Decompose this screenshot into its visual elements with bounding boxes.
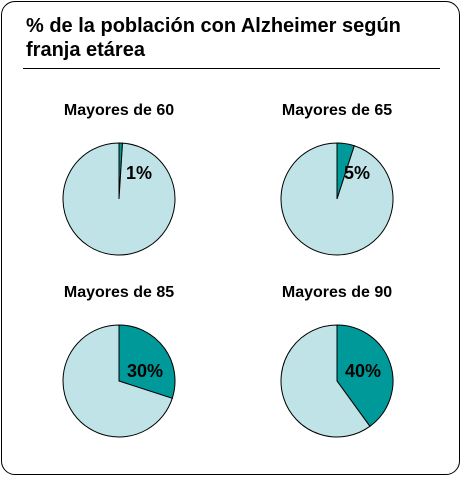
pie-slice-90-alzheimer xyxy=(336,324,394,428)
chart-title: % de la población con Alzheimer según fr… xyxy=(26,15,401,61)
pie-title-65: Mayores de 65 xyxy=(281,102,393,119)
pie-panel-85: Mayores de 85 30% xyxy=(19,283,219,453)
pie-chart-65: 5% xyxy=(280,142,394,256)
pie-label-60: 1% xyxy=(126,163,152,183)
pie-title-85: Mayores de 85 xyxy=(63,284,175,301)
pie-label-85: 30% xyxy=(127,361,163,381)
pie-slice-65-rest xyxy=(280,142,394,256)
pie-panel-65: Mayores de 65 5% xyxy=(237,101,437,271)
pie-chart-90: 40% xyxy=(280,324,394,438)
pie-title-60: Mayores de 60 xyxy=(63,102,175,119)
pie-panel-60: Mayores de 60 1% xyxy=(19,101,219,271)
pie-label-90: 40% xyxy=(345,361,381,381)
pie-title-90: Mayores de 90 xyxy=(281,284,393,301)
pie-label-65: 5% xyxy=(344,163,370,183)
pie-panel-90: Mayores de 90 40% xyxy=(237,283,437,453)
pie-slice-60-rest xyxy=(62,142,176,256)
title-divider xyxy=(23,68,440,69)
pie-chart-60: 1% xyxy=(62,142,176,256)
pie-slice-85-alzheimer xyxy=(118,324,176,399)
pie-chart-85: 30% xyxy=(62,324,176,438)
pie-slice-90-rest xyxy=(280,324,371,438)
pie-slice-85-rest xyxy=(62,324,173,438)
